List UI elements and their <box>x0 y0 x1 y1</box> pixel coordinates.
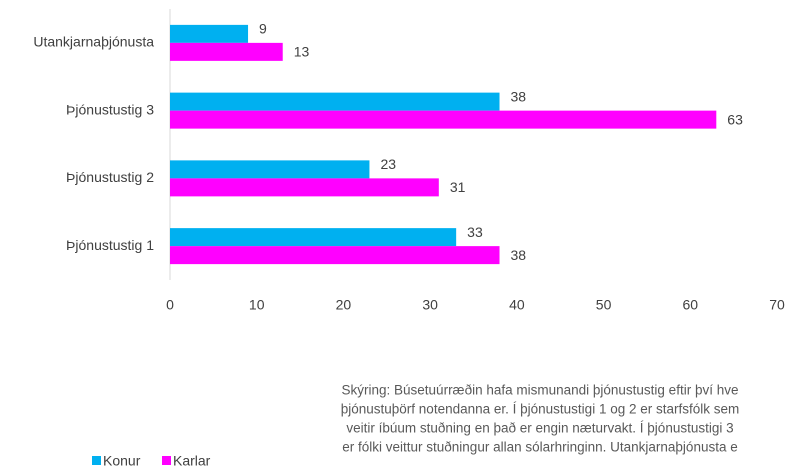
x-tick-label: 60 <box>682 297 698 313</box>
legend-label: Karlar <box>173 453 211 469</box>
x-tick-label: 20 <box>336 297 352 313</box>
note-line: Skýring: Búsetuúrræðin hafa mismunandi þ… <box>342 383 739 398</box>
legend-label: Konur <box>103 453 141 469</box>
legend-swatch <box>162 456 171 465</box>
x-tick-label: 50 <box>596 297 612 313</box>
bar <box>170 246 500 265</box>
x-tick-label: 0 <box>166 297 174 313</box>
bar <box>170 178 439 197</box>
data-label: 9 <box>259 21 267 37</box>
y-tick-label: Þjónustustig 1 <box>66 237 154 253</box>
data-label: 38 <box>511 88 527 104</box>
x-tick-label: 10 <box>249 297 265 313</box>
bar <box>170 24 249 43</box>
bar <box>170 160 370 179</box>
y-tick-label: Þjónustustig 3 <box>66 101 154 117</box>
data-label: 13 <box>294 44 310 60</box>
bar <box>170 92 500 111</box>
data-label: 38 <box>511 247 527 263</box>
note-line: þjónustuþörf notendanna er. Í þjónustust… <box>341 402 740 417</box>
bar <box>170 110 717 129</box>
data-label: 31 <box>450 179 466 195</box>
data-label: 63 <box>727 111 743 127</box>
bar <box>170 42 283 61</box>
legend-swatch <box>92 456 101 465</box>
data-label: 23 <box>380 156 396 172</box>
data-label: 33 <box>467 224 483 240</box>
y-tick-label: Utankjarnaþjónusta <box>33 34 154 50</box>
x-tick-label: 30 <box>422 297 438 313</box>
x-tick-label: 40 <box>509 297 525 313</box>
y-tick-label: Þjónustustig 2 <box>66 169 154 185</box>
bar <box>170 228 457 247</box>
note-line: er fólki veittur stuðningur allan sólarh… <box>342 440 737 455</box>
x-tick-label: 70 <box>769 297 785 313</box>
note-line: veitir íbúum stuðning en það er engin næ… <box>346 421 733 436</box>
